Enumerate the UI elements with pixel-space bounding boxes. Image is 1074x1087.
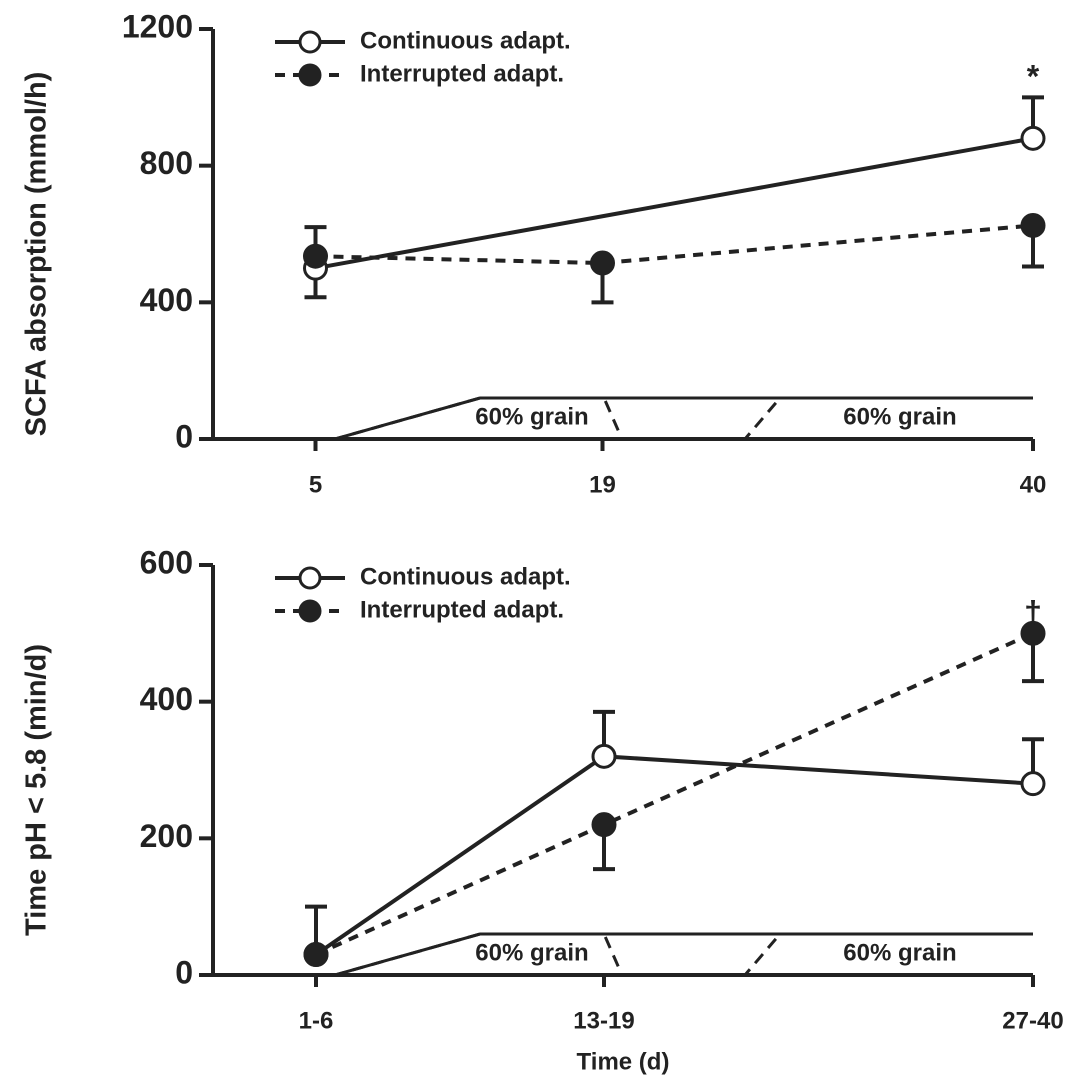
x-tick-label: 13-19	[573, 1007, 634, 1034]
data-point	[1020, 125, 1046, 151]
significance-mark: †	[1024, 594, 1042, 630]
y-axis-title: Time pH < 5.8 (min/d)	[21, 644, 53, 936]
legend-label: Interrupted adapt.	[360, 596, 564, 623]
x-tick-label: 1-6	[299, 1007, 334, 1034]
y-tick-label: 0	[175, 418, 193, 454]
x-tick-label: 5	[309, 471, 322, 498]
legend-marker	[298, 63, 322, 87]
series-line	[315, 136, 1034, 271]
series-line	[314, 754, 1034, 957]
legend-label: Continuous adapt.	[360, 27, 571, 54]
legend-label: Interrupted adapt.	[360, 60, 564, 87]
legend-marker	[298, 599, 322, 623]
series-line	[315, 223, 1034, 266]
x-tick-label: 40	[1020, 471, 1047, 498]
y-axis-title: SCFA absorption (mmol/h)	[21, 72, 53, 437]
data-point	[303, 942, 329, 967]
data-point	[1020, 212, 1046, 238]
y-tick-label: 400	[140, 282, 193, 318]
schedule-label: 60% grain	[843, 939, 956, 966]
x-tick-label: 19	[589, 471, 616, 498]
y-tick-label: 1200	[122, 8, 193, 44]
legend-marker	[298, 30, 322, 54]
y-tick-label: 400	[140, 681, 193, 717]
y-tick-label: 600	[140, 544, 193, 580]
y-tick-label: 0	[175, 954, 193, 990]
legend-marker	[298, 566, 322, 590]
x-axis-title: Time (d)	[577, 1048, 670, 1075]
data-point	[591, 743, 617, 769]
schedule-label: 60% grain	[843, 403, 956, 430]
schedule-label: 60% grain	[475, 939, 588, 966]
data-point	[1020, 620, 1046, 646]
y-tick-label: 200	[140, 818, 193, 854]
data-point	[590, 250, 615, 276]
series-line	[315, 631, 1034, 957]
x-tick-label: 27-40	[1002, 1007, 1063, 1034]
schedule-label: 60% grain	[475, 403, 588, 430]
data-point	[591, 812, 617, 838]
legend-label: Continuous adapt.	[360, 563, 571, 590]
data-point	[303, 243, 328, 269]
significance-mark: *	[1027, 58, 1040, 94]
y-tick-label: 800	[140, 145, 193, 181]
data-point	[1020, 771, 1046, 797]
